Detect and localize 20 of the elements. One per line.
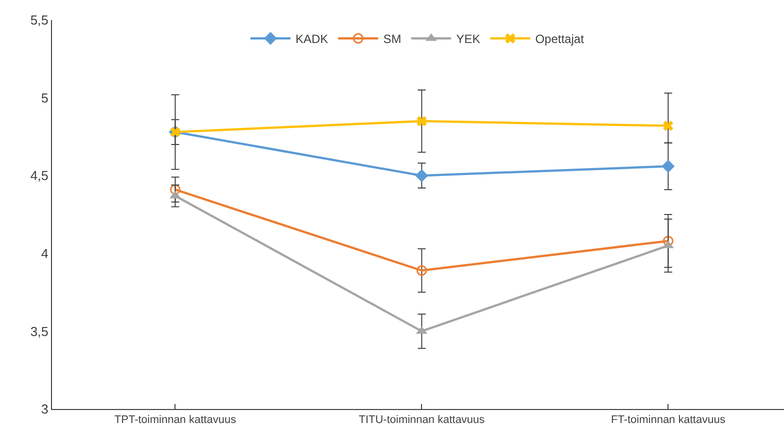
y-tick-label: 4,5 xyxy=(30,168,48,184)
legend-label: KADK xyxy=(296,32,328,46)
x-tick-label: FT-toiminnan kattavuus xyxy=(610,414,726,426)
point xyxy=(663,120,674,131)
y-tick-label: 5,5 xyxy=(30,12,48,28)
point xyxy=(170,184,180,195)
y-tick-label: 4 xyxy=(41,246,48,261)
y-tick-label: 3,5 xyxy=(30,324,48,339)
x-tick-label: TITU-toiminnan kattavuus xyxy=(358,414,486,426)
legend-label: YEK xyxy=(456,32,480,46)
point xyxy=(662,236,674,246)
y-tick-label: 3 xyxy=(41,402,48,417)
point xyxy=(415,169,428,182)
legend-label: SM xyxy=(383,32,402,46)
y-tick-label: 5 xyxy=(41,90,48,106)
x-tick-label: TPT-toiminnan kattavuus xyxy=(114,414,237,426)
point xyxy=(416,265,427,276)
point xyxy=(662,160,675,173)
point xyxy=(416,116,427,126)
legend-label: Opettajat xyxy=(535,32,585,46)
